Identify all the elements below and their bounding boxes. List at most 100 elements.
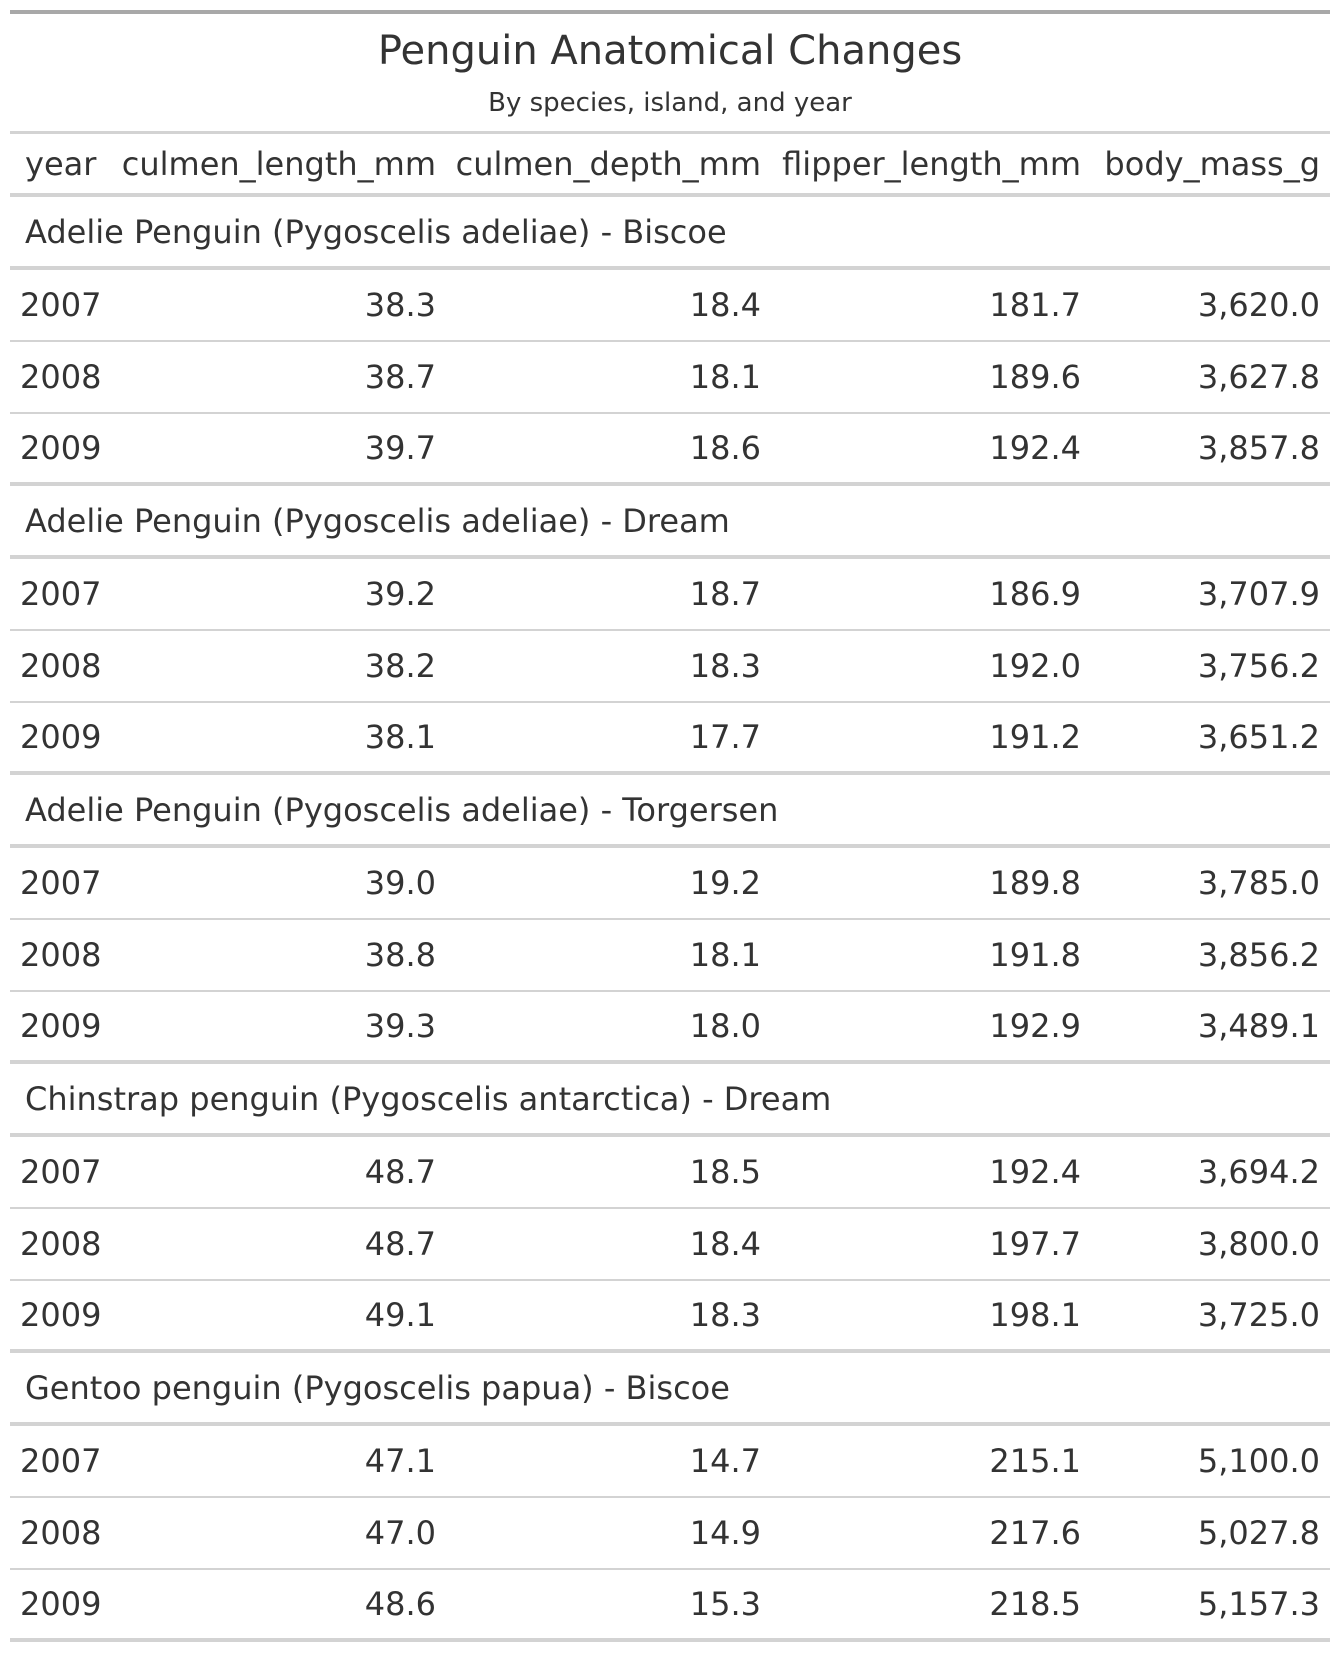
cell-flipper-length: 189.6 [989,358,1081,396]
cell-body-mass: 3,707.9 [1197,575,1320,613]
cell-culmen-length: 48.7 [364,1153,436,1191]
cell-culmen-depth: 17.7 [689,718,761,756]
cell-culmen-depth: 18.7 [689,575,761,613]
cell-flipper-length: 192.4 [989,429,1081,467]
table-row: 2008 47.0 14.9 217.6 5,027.8 [10,1498,1330,1570]
group-header-row: Adelie Penguin (Pygoscelis adeliae) - To… [10,775,1330,848]
cell-year: 2008 [20,936,102,974]
cell-culmen-length: 39.7 [364,429,436,467]
table-row: 2007 47.1 14.7 215.1 5,100.0 [10,1426,1330,1498]
top-rule [10,10,1330,14]
cell-flipper-length: 215.1 [989,1442,1081,1480]
table-body: Adelie Penguin (Pygoscelis adeliae) - Bi… [10,197,1330,1642]
cell-year: 2007 [20,1153,102,1191]
cell-year: 2009 [20,1585,102,1623]
cell-culmen-length: 47.0 [364,1514,436,1552]
cell-year: 2009 [20,718,102,756]
cell-body-mass: 3,651.2 [1197,718,1320,756]
table-row: 2009 48.6 15.3 218.5 5,157.3 [10,1570,1330,1642]
column-header-flipper-length: flipper_length_mm [782,144,1081,183]
cell-flipper-length: 191.2 [989,718,1081,756]
table-row: 2009 38.1 17.7 191.2 3,651.2 [10,703,1330,775]
cell-culmen-depth: 14.9 [689,1514,761,1552]
cell-body-mass: 5,157.3 [1197,1585,1320,1623]
table-row: 2007 39.0 19.2 189.8 3,785.0 [10,848,1330,920]
cell-year: 2008 [20,1225,102,1263]
group-label: Adelie Penguin (Pygoscelis adeliae) - Bi… [25,212,727,251]
cell-culmen-depth: 15.3 [689,1585,761,1623]
cell-flipper-length: 181.7 [989,286,1081,324]
cell-culmen-depth: 18.3 [689,647,761,685]
cell-body-mass: 3,857.8 [1197,429,1320,467]
header-rule [10,131,1330,134]
group-header-row: Gentoo penguin (Pygoscelis papua) - Bisc… [10,1353,1330,1426]
cell-culmen-length: 38.8 [364,936,436,974]
cell-year: 2009 [20,429,102,467]
cell-culmen-length: 49.1 [364,1296,436,1334]
cell-body-mass: 5,100.0 [1197,1442,1320,1480]
cell-flipper-length: 198.1 [989,1296,1081,1334]
cell-flipper-length: 218.5 [989,1585,1081,1623]
table-title: Penguin Anatomical Changes [377,28,963,74]
cell-culmen-depth: 18.5 [689,1153,761,1191]
table-row: 2008 48.7 18.4 197.7 3,800.0 [10,1209,1330,1281]
table-row: 2007 39.2 18.7 186.9 3,707.9 [10,559,1330,631]
table-subtitle: By species, island, and year [488,88,852,118]
cell-year: 2008 [20,358,102,396]
group-label: Adelie Penguin (Pygoscelis adeliae) - To… [25,790,779,829]
group-label: Gentoo penguin (Pygoscelis papua) - Bisc… [25,1368,730,1407]
cell-year: 2007 [20,575,102,613]
cell-culmen-depth: 18.1 [689,358,761,396]
cell-year: 2007 [20,286,102,324]
column-header-year: year [25,144,97,183]
cell-culmen-depth: 18.6 [689,429,761,467]
cell-culmen-depth: 18.3 [689,1296,761,1334]
group-header-row: Adelie Penguin (Pygoscelis adeliae) - Dr… [10,486,1330,559]
cell-body-mass: 3,489.1 [1197,1007,1320,1045]
cell-body-mass: 5,027.8 [1197,1514,1320,1552]
cell-body-mass: 3,627.8 [1197,358,1320,396]
table-row: 2008 38.8 18.1 191.8 3,856.2 [10,920,1330,992]
table-row: 2007 48.7 18.5 192.4 3,694.2 [10,1137,1330,1209]
cell-flipper-length: 192.4 [989,1153,1081,1191]
cell-flipper-length: 192.9 [989,1007,1081,1045]
cell-culmen-depth: 19.2 [689,864,761,902]
cell-culmen-depth: 18.0 [689,1007,761,1045]
cell-flipper-length: 192.0 [989,647,1081,685]
table-row: 2009 39.7 18.6 192.4 3,857.8 [10,414,1330,486]
cell-year: 2008 [20,647,102,685]
group-label: Chinstrap penguin (Pygoscelis antarctica… [25,1079,832,1118]
cell-culmen-length: 38.1 [364,718,436,756]
cell-body-mass: 3,756.2 [1197,647,1320,685]
table-row: 2009 39.3 18.0 192.9 3,489.1 [10,992,1330,1064]
cell-flipper-length: 197.7 [989,1225,1081,1263]
cell-culmen-length: 39.2 [364,575,436,613]
cell-body-mass: 3,785.0 [1197,864,1320,902]
column-header-row: year culmen_length_mm culmen_depth_mm fl… [10,134,1330,197]
cell-flipper-length: 191.8 [989,936,1081,974]
cell-year: 2008 [20,1514,102,1552]
cell-body-mass: 3,856.2 [1197,936,1320,974]
cell-culmen-length: 38.3 [364,286,436,324]
table-row: 2007 38.3 18.4 181.7 3,620.0 [10,270,1330,342]
cell-year: 2009 [20,1007,102,1045]
cell-flipper-length: 186.9 [989,575,1081,613]
column-header-culmen-depth: culmen_depth_mm [455,144,761,183]
cell-flipper-length: 189.8 [989,864,1081,902]
cell-culmen-length: 39.0 [364,864,436,902]
table-row: 2009 49.1 18.3 198.1 3,725.0 [10,1281,1330,1353]
cell-culmen-length: 39.3 [364,1007,436,1045]
cell-culmen-length: 48.7 [364,1225,436,1263]
cell-culmen-length: 48.6 [364,1585,436,1623]
group-header-row: Chinstrap penguin (Pygoscelis antarctica… [10,1064,1330,1137]
cell-body-mass: 3,620.0 [1197,286,1320,324]
cell-culmen-length: 38.2 [364,647,436,685]
cell-culmen-length: 47.1 [364,1442,436,1480]
cell-culmen-depth: 18.4 [689,286,761,324]
cell-year: 2007 [20,1442,102,1480]
group-label: Adelie Penguin (Pygoscelis adeliae) - Dr… [25,501,730,540]
data-table: Penguin Anatomical Changes By species, i… [10,10,1330,1642]
cell-culmen-length: 38.7 [364,358,436,396]
cell-year: 2009 [20,1296,102,1334]
cell-body-mass: 3,800.0 [1197,1225,1320,1263]
